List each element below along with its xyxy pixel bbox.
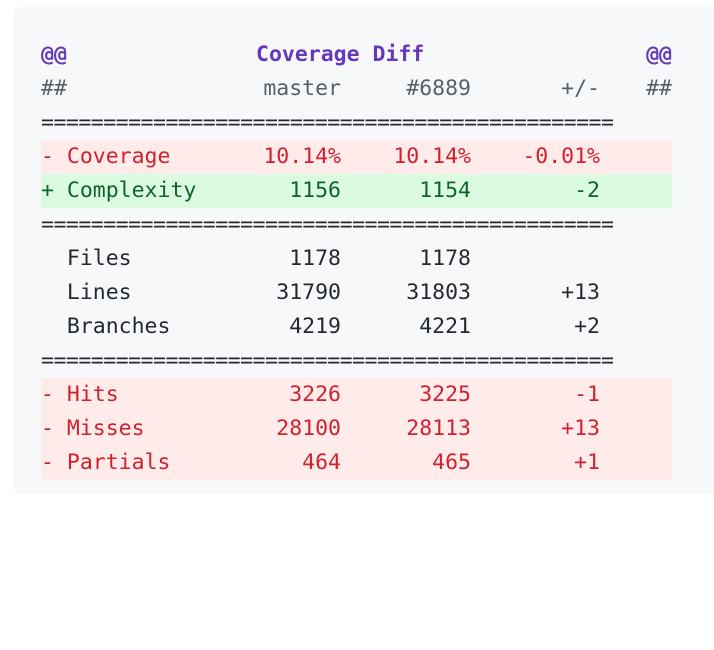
row-name: Complexity bbox=[66, 178, 197, 203]
diff-row: - Partials 464 465 +1 bbox=[41, 446, 672, 480]
row-name: Misses bbox=[66, 416, 145, 441]
row-head-value: 31803 bbox=[406, 280, 471, 305]
row-label: - Hits bbox=[41, 378, 119, 412]
diff-row: Files 1178 1178 bbox=[41, 242, 672, 276]
row-prefix bbox=[41, 246, 67, 271]
colhead-right-marker: ## bbox=[646, 76, 672, 101]
row-base-value: 10.14% bbox=[263, 144, 341, 169]
row-label: Files bbox=[41, 242, 132, 276]
diff-row: Branches 4219 4221 +2 bbox=[41, 310, 672, 344]
diff-title: Coverage Diff bbox=[256, 42, 425, 67]
coverage-diff-text: @@ Coverage Diff @@ ## master #6889 +/- … bbox=[41, 38, 672, 480]
row-base-value: 1156 bbox=[289, 178, 341, 203]
row-base-value: 3226 bbox=[289, 382, 341, 407]
row-label: - Coverage bbox=[41, 140, 170, 174]
header-right-marker: @@ bbox=[646, 42, 672, 67]
separator-line: ========================================… bbox=[41, 348, 614, 373]
row-base-value: 464 bbox=[302, 450, 341, 475]
row-prefix bbox=[41, 280, 67, 305]
row-prefix: - bbox=[41, 450, 67, 475]
row-diff-value: +2 bbox=[574, 314, 600, 339]
row-name: Coverage bbox=[66, 144, 171, 169]
row-head-value: 3225 bbox=[419, 382, 471, 407]
row-head-value: 4221 bbox=[419, 314, 471, 339]
diff-row: - Misses 28100 28113 +13 bbox=[41, 412, 672, 446]
row-head-value: 1178 bbox=[419, 246, 471, 271]
diff-row: - Hits 3226 3225 -1 bbox=[41, 378, 672, 412]
row-head-value: 28113 bbox=[406, 416, 471, 441]
diff-row: + Complexity 1156 1154 -2 bbox=[41, 174, 672, 208]
row-label: Branches bbox=[41, 310, 171, 344]
row-head-value: 10.14% bbox=[393, 144, 471, 169]
row-prefix bbox=[41, 314, 67, 339]
separator-line: ========================================… bbox=[41, 212, 614, 237]
row-name: Branches bbox=[66, 314, 171, 339]
row-diff-value: -2 bbox=[574, 178, 600, 203]
header-left-marker: @@ bbox=[41, 42, 67, 67]
diff-row: - Coverage 10.14% 10.14% -0.01% bbox=[41, 140, 672, 174]
row-label: Lines bbox=[41, 276, 132, 310]
row-prefix: - bbox=[41, 144, 67, 169]
row-name: Files bbox=[66, 246, 132, 271]
row-head-value: 1154 bbox=[419, 178, 471, 203]
row-diff-value: +1 bbox=[574, 450, 600, 475]
column-header-line: ## master #6889 +/- ## bbox=[41, 72, 672, 106]
diff-header-line: @@ Coverage Diff @@ bbox=[41, 38, 672, 72]
column-diff: +/- bbox=[561, 76, 600, 101]
column-base-branch: master bbox=[263, 76, 341, 101]
colhead-left-marker: ## bbox=[41, 76, 67, 101]
row-base-value: 31790 bbox=[276, 280, 341, 305]
row-label: - Partials bbox=[41, 446, 170, 480]
separator-line: ========================================… bbox=[41, 110, 614, 135]
row-label: + Complexity bbox=[41, 174, 196, 208]
row-name: Hits bbox=[66, 382, 119, 407]
row-diff-value: -0.01% bbox=[522, 144, 600, 169]
row-base-value: 4219 bbox=[289, 314, 341, 339]
row-name: Partials bbox=[66, 450, 171, 475]
row-prefix: + bbox=[41, 178, 67, 203]
diff-row: Lines 31790 31803 +13 bbox=[41, 276, 672, 310]
row-diff-value: +13 bbox=[561, 280, 600, 305]
row-name: Lines bbox=[66, 280, 132, 305]
row-diff-value: +13 bbox=[561, 416, 600, 441]
row-base-value: 28100 bbox=[276, 416, 341, 441]
row-base-value: 1178 bbox=[289, 246, 341, 271]
row-prefix: - bbox=[41, 382, 67, 407]
row-diff-value: -1 bbox=[574, 382, 600, 407]
row-head-value: 465 bbox=[432, 450, 471, 475]
column-pull-request: #6889 bbox=[406, 76, 471, 101]
row-prefix: - bbox=[41, 416, 67, 441]
row-label: - Misses bbox=[41, 412, 145, 446]
